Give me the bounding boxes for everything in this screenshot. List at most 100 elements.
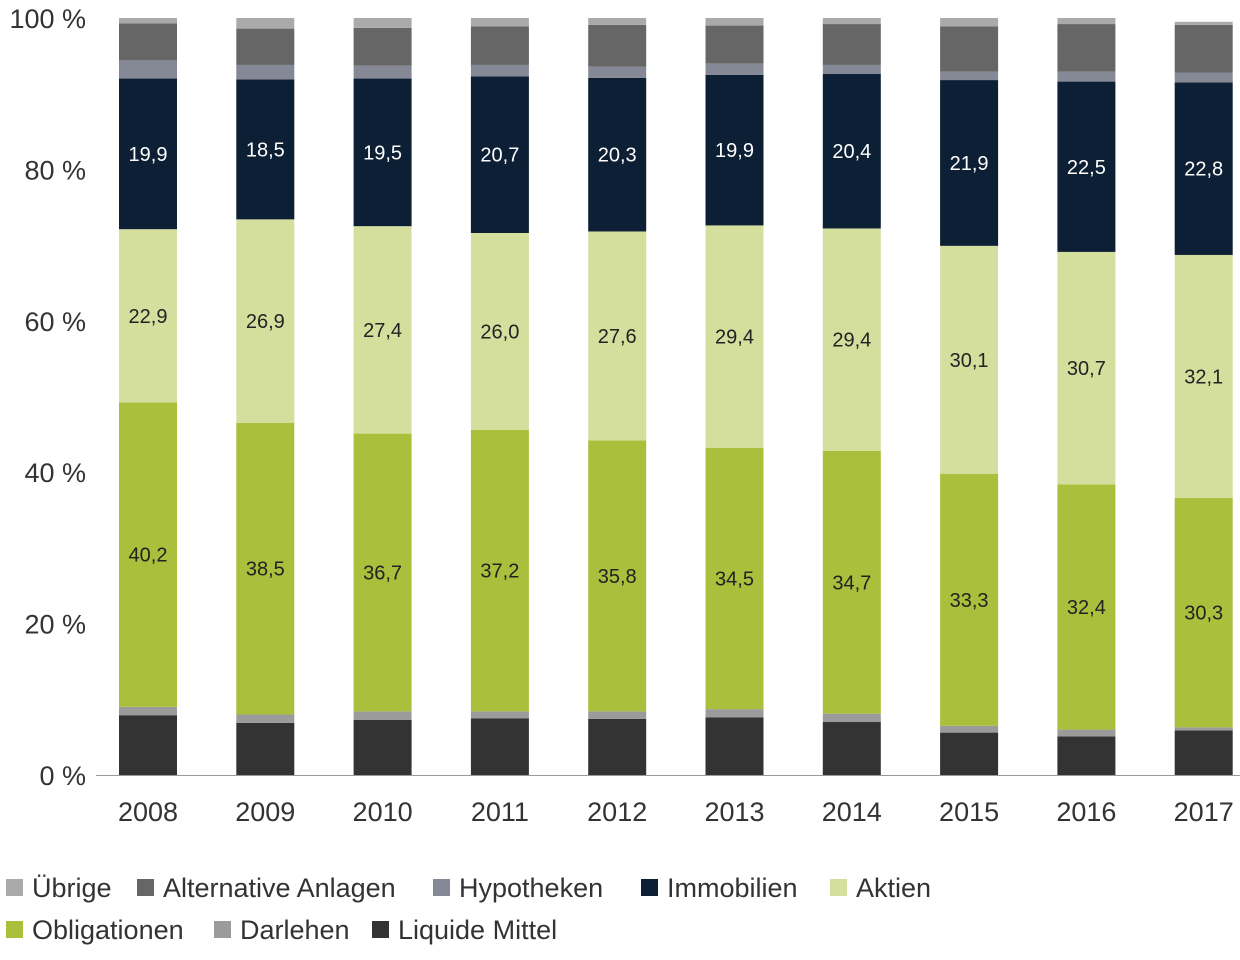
legend-swatch-darlehen bbox=[214, 921, 231, 938]
bar-segment-2016-übrige bbox=[1057, 18, 1116, 25]
bar-segment-2008-immobilien bbox=[119, 78, 177, 230]
legend-swatch-obligationen bbox=[6, 921, 23, 938]
bar-segment-2017-immobilien bbox=[1174, 82, 1233, 255]
legend-label-alternative-anlagen: Alternative Anlagen bbox=[163, 873, 396, 903]
bar-segment-2017-übrige bbox=[1174, 21, 1233, 25]
bar-segment-2012-obligationen bbox=[588, 440, 647, 712]
bar-segment-2017-alternative-anlagen bbox=[1174, 24, 1233, 73]
bar-segment-2009-darlehen bbox=[236, 714, 295, 723]
bar-segment-2017-liquide-mittel bbox=[1174, 730, 1233, 775]
bar-segment-2014-alternative-anlagen bbox=[822, 24, 881, 65]
x-tick-label: 2011 bbox=[471, 797, 529, 827]
legend: Übrige Alternative Anlagen Hypotheken Immob… bbox=[6, 873, 931, 945]
data-label-2010-aktien: 27,4 bbox=[363, 320, 402, 342]
bar-segment-2011-liquide-mittel bbox=[470, 718, 529, 775]
x-tick-label: 2009 bbox=[235, 797, 295, 827]
data-label-2010-obligationen: 36,7 bbox=[363, 563, 402, 585]
data-label-2015-immobilien: 21,9 bbox=[950, 153, 989, 175]
bar-segment-2015-liquide-mittel bbox=[940, 732, 999, 775]
bars-layer bbox=[119, 18, 1233, 775]
bar-segment-2016-immobilien bbox=[1057, 81, 1116, 252]
bar-segment-2012-hypotheken bbox=[588, 66, 647, 78]
bar-segment-2015-hypotheken bbox=[940, 71, 999, 81]
bar-segment-2016-liquide-mittel bbox=[1057, 736, 1116, 775]
data-label-2016-immobilien: 22,5 bbox=[1067, 157, 1106, 179]
bar-segment-2011-aktien bbox=[470, 232, 529, 430]
y-tick-label: 80 % bbox=[24, 155, 86, 185]
x-tick-label: 2008 bbox=[118, 797, 178, 827]
bar-segment-2015-immobilien bbox=[940, 80, 999, 246]
legend-label-übrige: Übrige bbox=[32, 873, 112, 903]
bar-segment-2014-obligationen bbox=[822, 451, 881, 714]
legend-label-hypotheken: Hypotheken bbox=[459, 873, 603, 903]
data-label-2013-aktien: 29,4 bbox=[715, 327, 754, 349]
data-label-2008-immobilien: 19,9 bbox=[129, 144, 168, 166]
bar-segment-2014-darlehen bbox=[822, 713, 881, 723]
data-label-2010-immobilien: 19,5 bbox=[363, 142, 402, 164]
bar-segment-2011-übrige bbox=[470, 18, 529, 27]
bar-segment-2012-übrige bbox=[588, 18, 647, 25]
bar-segment-2017-darlehen bbox=[1174, 727, 1233, 731]
bar-segment-2012-darlehen bbox=[588, 711, 647, 719]
bar-segment-2015-aktien bbox=[940, 245, 999, 474]
x-tick-label: 2017 bbox=[1174, 797, 1234, 827]
bar-segment-2011-obligationen bbox=[470, 429, 529, 712]
data-label-2015-aktien: 30,1 bbox=[950, 350, 989, 372]
bar-segment-2008-obligationen bbox=[119, 402, 177, 707]
y-tick-label: 60 % bbox=[24, 307, 86, 337]
bar-segment-2016-darlehen bbox=[1057, 729, 1116, 737]
bar-segment-2012-liquide-mittel bbox=[588, 718, 647, 775]
bar-segment-2014-übrige bbox=[822, 18, 881, 25]
legend-swatch-aktien bbox=[830, 879, 847, 896]
data-label-2014-immobilien: 20,4 bbox=[832, 141, 871, 163]
legend-label-liquide-mittel: Liquide Mittel bbox=[398, 915, 557, 945]
bar-segment-2014-liquide-mittel bbox=[822, 722, 881, 775]
bar-segment-2009-alternative-anlagen bbox=[236, 28, 295, 65]
bar-segment-2011-immobilien bbox=[470, 76, 529, 233]
bar-segment-2013-hypotheken bbox=[705, 63, 764, 75]
x-tick-label: 2013 bbox=[704, 797, 764, 827]
bar-segment-2009-übrige bbox=[236, 18, 295, 29]
legend-swatch-alternative-anlagen bbox=[137, 879, 154, 896]
bar-segment-2010-aktien bbox=[353, 226, 412, 434]
data-label-2017-immobilien: 22,8 bbox=[1184, 159, 1223, 181]
legend-swatch-immobilien bbox=[641, 879, 658, 896]
legend-label-darlehen: Darlehen bbox=[240, 915, 350, 945]
data-label-2011-obligationen: 37,2 bbox=[480, 561, 519, 583]
bar-segment-2015-alternative-anlagen bbox=[940, 26, 999, 72]
bar-segment-2009-liquide-mittel bbox=[236, 722, 295, 775]
legend-swatch-hypotheken bbox=[433, 879, 450, 896]
y-tick-label: 100 % bbox=[9, 4, 86, 34]
bar-segment-2015-darlehen bbox=[940, 725, 999, 733]
bar-segment-2012-immobilien bbox=[588, 77, 647, 232]
bar-segment-2009-obligationen bbox=[236, 423, 295, 715]
data-label-2009-aktien: 26,9 bbox=[246, 311, 285, 333]
bar-segment-2009-immobilien bbox=[236, 79, 295, 220]
bar-segment-2012-alternative-anlagen bbox=[588, 24, 647, 67]
data-label-2016-aktien: 30,7 bbox=[1067, 358, 1106, 380]
data-label-2016-obligationen: 32,4 bbox=[1067, 597, 1106, 619]
bar-segment-2008-übrige bbox=[119, 18, 177, 24]
axis-layer: 0 % 20 % 40 % 60 % 80 % 100 % 2008 2009 2010 2011… bbox=[9, 4, 1240, 827]
bar-segment-2008-liquide-mittel bbox=[119, 715, 177, 775]
bar-segment-2010-hypotheken bbox=[353, 65, 412, 79]
y-tick-label: 0 % bbox=[39, 761, 86, 791]
legend-label-immobilien: Immobilien bbox=[667, 873, 798, 903]
bar-segment-2009-hypotheken bbox=[236, 64, 295, 80]
bar-segment-2012-aktien bbox=[588, 231, 647, 441]
data-label-2017-obligationen: 30,3 bbox=[1184, 603, 1223, 625]
bar-segment-2008-darlehen bbox=[119, 706, 177, 716]
data-label-2012-aktien: 27,6 bbox=[598, 326, 637, 348]
bar-segment-2009-aktien bbox=[236, 219, 295, 423]
legend-label-aktien: Aktien bbox=[856, 873, 931, 903]
data-label-2014-aktien: 29,4 bbox=[832, 330, 871, 352]
data-labels-layer: 40,2 22,9 19,9 38,5 26,9 18,5 36,7 27,4 19,5 37,2… bbox=[129, 139, 1224, 624]
y-tick-label: 40 % bbox=[24, 458, 86, 488]
x-tick-label: 2016 bbox=[1056, 797, 1116, 827]
bar-segment-2013-übrige bbox=[705, 18, 764, 26]
bar-segment-2017-aktien bbox=[1174, 254, 1233, 498]
data-label-2008-aktien: 22,9 bbox=[129, 306, 168, 328]
data-label-2011-aktien: 26,0 bbox=[480, 321, 519, 343]
x-tick-label: 2014 bbox=[822, 797, 882, 827]
